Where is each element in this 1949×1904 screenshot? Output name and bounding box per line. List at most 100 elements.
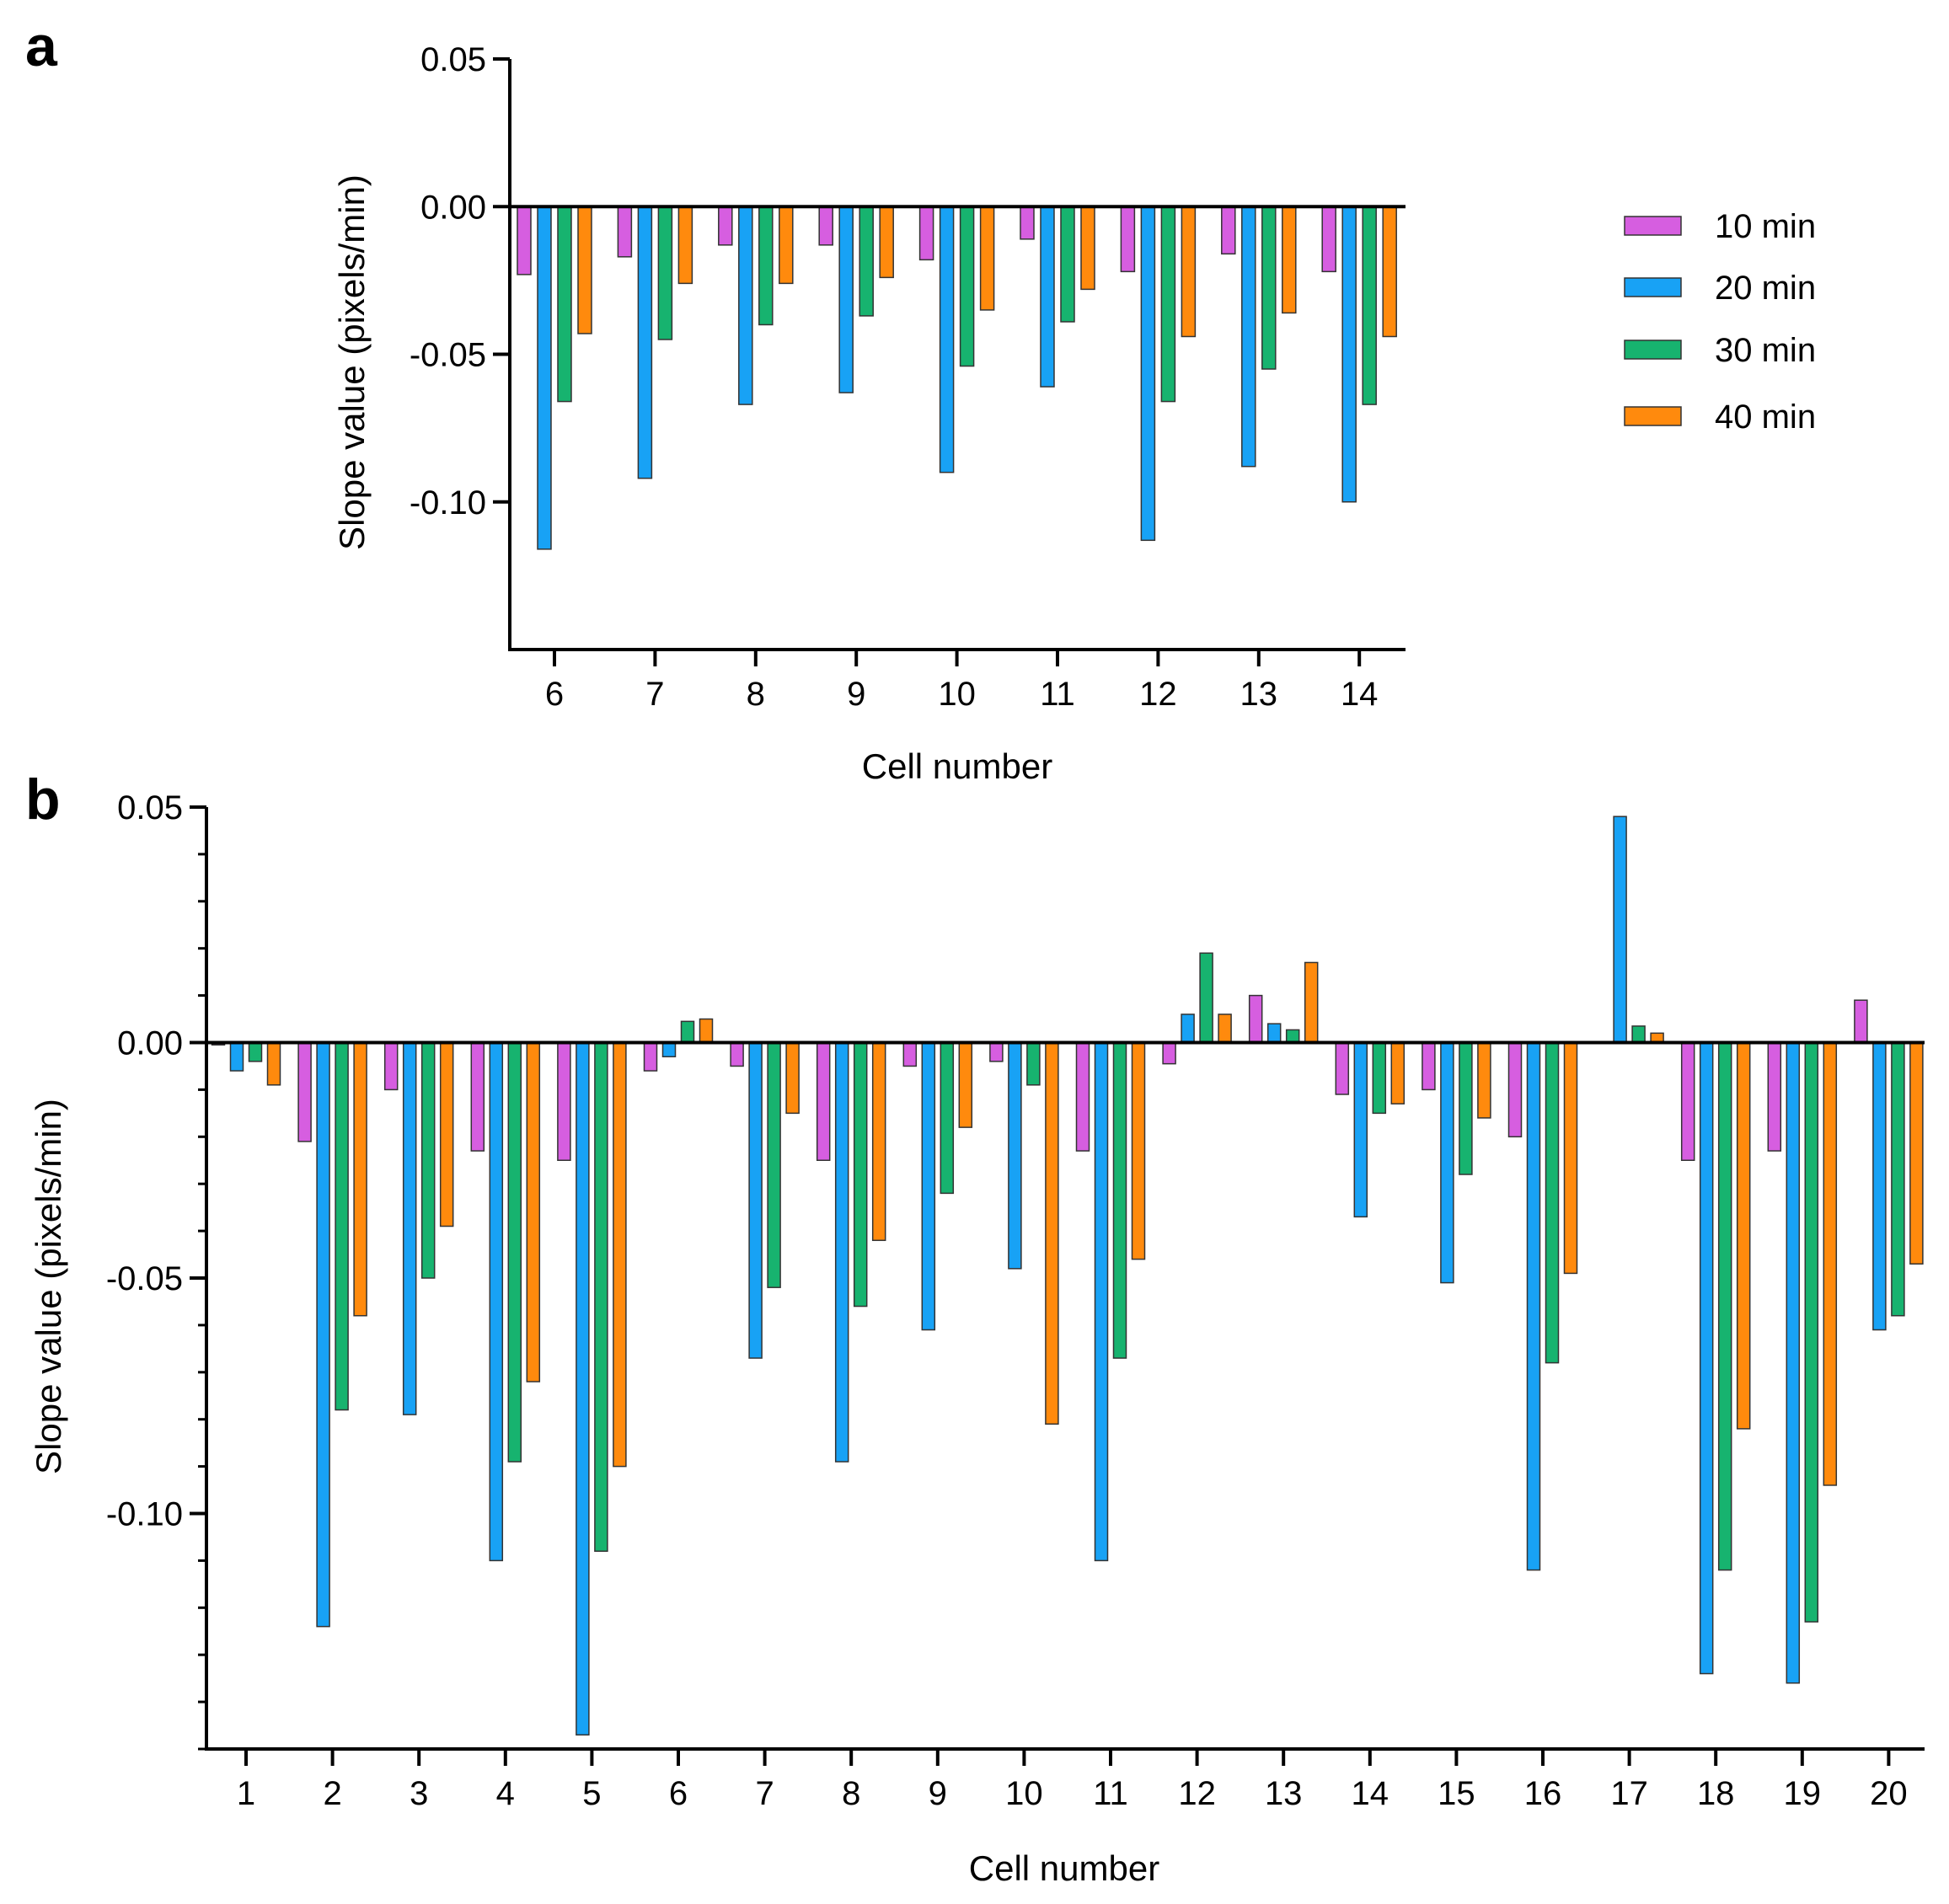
bar-cell-6-10-min <box>517 206 532 275</box>
bar-cell-20-20-min <box>1872 1041 1887 1331</box>
bar-cell-12-30-min <box>1199 952 1213 1044</box>
bar-cell-18-30-min <box>1717 1041 1732 1571</box>
bar-cell-4-20-min <box>489 1041 504 1562</box>
bar-cell-10-40-min <box>979 206 995 311</box>
bar-cell-13-30-min <box>1285 1029 1300 1044</box>
panel-a-xlabel: Cell number <box>862 746 1052 786</box>
bar-cell-6-40-min <box>577 206 592 334</box>
bar-cell-7-10-min <box>730 1041 744 1067</box>
bar-cell-14-20-min <box>1341 206 1357 503</box>
x-tick-label: 10 <box>938 676 976 713</box>
bar-cell-12-40-min <box>1181 206 1197 338</box>
bar-cell-9-10-min <box>818 206 833 246</box>
legend-swatch-20-min <box>1624 277 1682 297</box>
x-tick-label: 8 <box>842 1775 860 1812</box>
bar-cell-14-10-min <box>1335 1041 1350 1095</box>
bar-cell-3-40-min <box>439 1041 454 1227</box>
panel-a-label: a <box>25 14 58 78</box>
bar-cell-12-40-min <box>1218 1014 1232 1044</box>
legend-label: 10 min <box>1715 208 1816 245</box>
legend-label: 30 min <box>1715 332 1816 369</box>
x-tick-label: 2 <box>323 1775 341 1812</box>
panel-b-ylabel: Slope value (pixels/min) <box>29 1099 68 1474</box>
y-tick-label: 0.05 <box>420 41 486 78</box>
bar-cell-7-30-min <box>767 1041 781 1288</box>
y-tick-label: -0.05 <box>410 337 486 374</box>
y-tick-label: 0.00 <box>117 1025 183 1062</box>
legend-swatch-10-min <box>1624 216 1682 236</box>
bar-cell-17-20-min <box>1613 816 1627 1044</box>
bar-cell-8-40-min <box>779 206 794 285</box>
bar-cell-18-40-min <box>1736 1041 1751 1430</box>
bar-cell-20-10-min <box>1854 999 1868 1044</box>
bar-cell-13-40-min <box>1282 206 1297 314</box>
x-tick-label: 17 <box>1610 1775 1648 1812</box>
x-tick-label: 10 <box>1005 1775 1043 1812</box>
legend-swatch-30-min <box>1624 340 1682 360</box>
x-tick-label: 9 <box>929 1775 947 1812</box>
bar-cell-15-30-min <box>1459 1041 1473 1175</box>
x-tick-label: 16 <box>1524 1775 1562 1812</box>
panel-a-ylabel: Slope value (pixels/min) <box>332 174 372 550</box>
bar-cell-11-30-min <box>1112 1041 1127 1359</box>
bar-cell-15-40-min <box>1477 1041 1491 1119</box>
bar-cell-3-30-min <box>420 1041 436 1279</box>
bar-cell-1-40-min <box>266 1041 281 1086</box>
bar-cell-3-20-min <box>402 1041 417 1415</box>
x-tick-label: 8 <box>747 676 765 713</box>
bar-cell-13-10-min <box>1221 206 1236 255</box>
y-tick-label: -0.10 <box>106 1496 183 1533</box>
bar-cell-19-10-min <box>1767 1041 1782 1152</box>
bar-cell-10-10-min <box>989 1041 1004 1062</box>
bar-cell-4-10-min <box>470 1041 485 1152</box>
bar-cell-15-10-min <box>1422 1041 1436 1091</box>
x-tick-label: 14 <box>1352 1775 1389 1812</box>
x-tick-label: 7 <box>755 1775 774 1812</box>
x-tick-label: 12 <box>1178 1775 1216 1812</box>
bar-cell-6-40-min <box>699 1018 714 1044</box>
bar-cell-11-20-min <box>1040 206 1055 388</box>
bar-cell-16-40-min <box>1563 1041 1578 1275</box>
bar-cell-9-30-min <box>940 1041 955 1195</box>
bar-cell-9-10-min <box>902 1041 918 1067</box>
bar-cell-5-20-min <box>576 1041 590 1736</box>
bar-cell-2-40-min <box>353 1041 367 1317</box>
bar-cell-11-10-min <box>1020 206 1035 240</box>
bar-cell-7-40-min <box>677 206 693 285</box>
bar-cell-8-20-min <box>738 206 753 405</box>
x-tick-label: 6 <box>545 676 564 713</box>
bar-cell-19-40-min <box>1823 1041 1838 1486</box>
bar-cell-15-20-min <box>1440 1041 1454 1284</box>
x-tick-label: 11 <box>1040 676 1075 713</box>
bar-cell-5-30-min <box>594 1041 608 1552</box>
bar-cell-19-30-min <box>1804 1041 1819 1623</box>
bar-cell-14-30-min <box>1362 206 1377 405</box>
bar-cell-16-20-min <box>1526 1041 1541 1571</box>
bar-cell-7-20-min <box>637 206 653 479</box>
legend-label: 20 min <box>1715 270 1816 307</box>
x-tick-label: 18 <box>1697 1775 1735 1812</box>
legend: 10 min 20 min 30 min 40 min <box>1624 208 1816 436</box>
bar-cell-5-10-min <box>557 1041 571 1161</box>
legend-swatch-40-min <box>1624 406 1682 426</box>
bar-cell-7-10-min <box>617 206 633 258</box>
panel-b-label: b <box>25 767 61 832</box>
y-tick-label: -0.05 <box>106 1260 183 1297</box>
bar-cell-2-30-min <box>335 1041 349 1411</box>
bar-cell-1-30-min <box>248 1041 263 1062</box>
x-tick-label: 3 <box>410 1775 428 1812</box>
x-tick-label: 20 <box>1870 1775 1908 1812</box>
bar-cell-13-30-min <box>1261 206 1277 370</box>
bar-cell-4-30-min <box>507 1041 522 1463</box>
bar-cell-17-30-min <box>1631 1025 1646 1044</box>
bar-cell-13-10-min <box>1248 994 1263 1044</box>
bar-cell-19-20-min <box>1786 1041 1801 1684</box>
bar-cell-12-10-min <box>1120 206 1136 273</box>
bar-cell-1-20-min <box>229 1041 244 1072</box>
x-tick-label: 7 <box>645 676 664 713</box>
y-tick-label: 0.05 <box>117 789 183 826</box>
bar-cell-13-20-min <box>1241 206 1256 468</box>
bar-cell-11-40-min <box>1131 1041 1146 1260</box>
bar-cell-13-40-min <box>1304 961 1319 1044</box>
bar-cell-10-20-min <box>1008 1041 1022 1270</box>
